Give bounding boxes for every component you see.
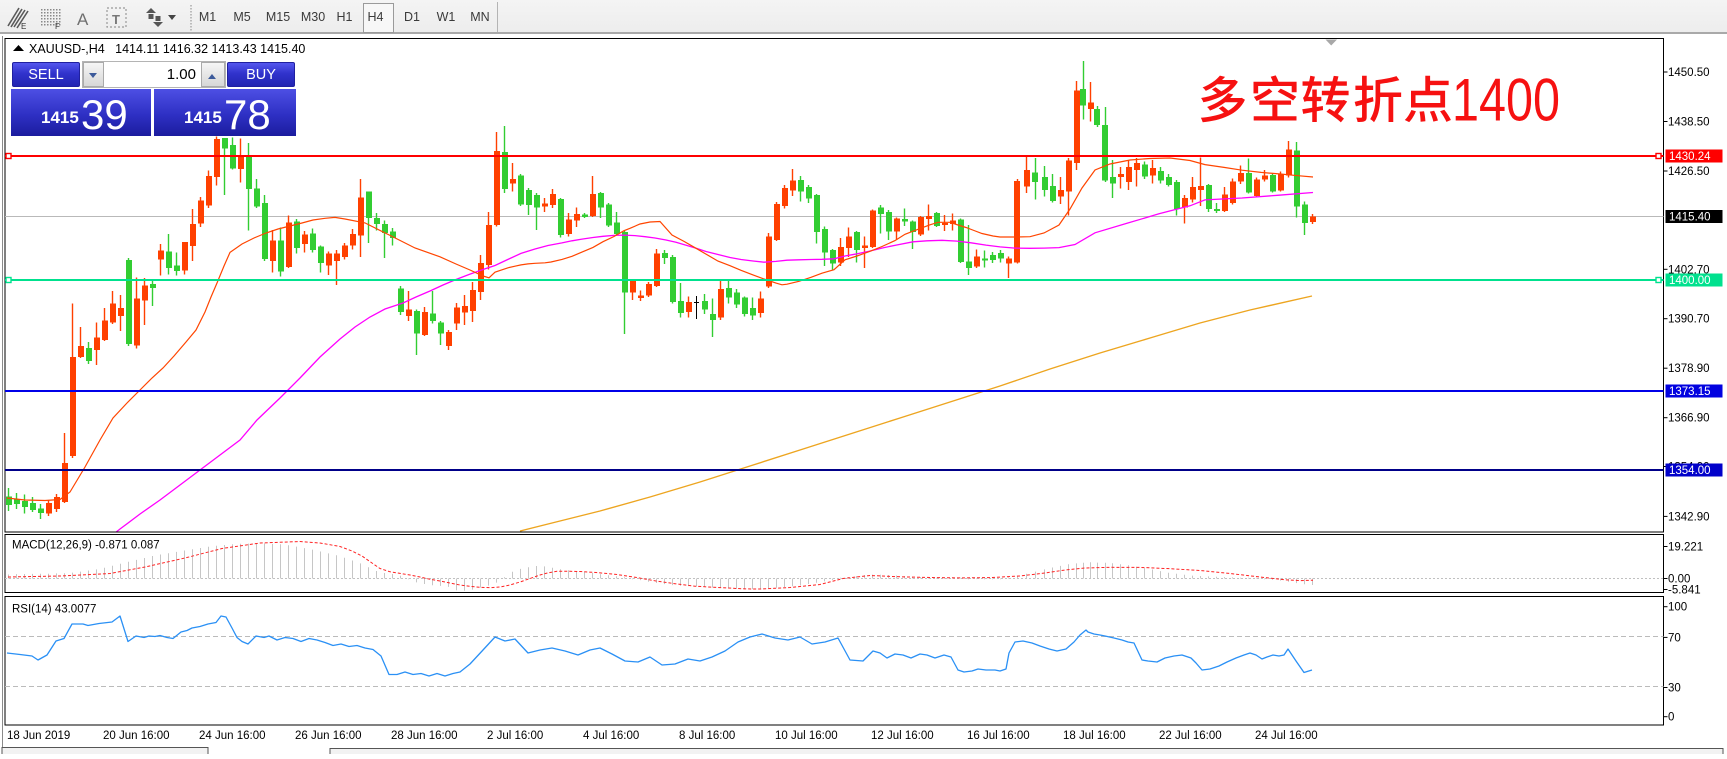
svg-text:1378.90: 1378.90 xyxy=(1668,363,1710,375)
svg-text:24 Jul 16:00: 24 Jul 16:00 xyxy=(1255,730,1318,742)
svg-text:RSI(14) 43.0077: RSI(14) 43.0077 xyxy=(12,604,96,616)
svg-text:12 Jul 16:00: 12 Jul 16:00 xyxy=(871,730,934,742)
svg-text:1430.24: 1430.24 xyxy=(1669,151,1711,163)
svg-text:8 Jul 16:00: 8 Jul 16:00 xyxy=(679,730,735,742)
svg-text:1426.50: 1426.50 xyxy=(1668,166,1710,178)
svg-text:-5.841: -5.841 xyxy=(1668,585,1701,597)
svg-text:1400: 1400 xyxy=(1452,67,1560,134)
svg-text:18 Jul 16:00: 18 Jul 16:00 xyxy=(1063,730,1126,742)
svg-text:1400.00: 1400.00 xyxy=(1669,275,1711,287)
svg-text:26 Jun 16:00: 26 Jun 16:00 xyxy=(295,730,362,742)
svg-text:16 Jul 16:00: 16 Jul 16:00 xyxy=(967,730,1030,742)
svg-text:1402.70: 1402.70 xyxy=(1668,264,1710,276)
svg-text:1415.40: 1415.40 xyxy=(1669,212,1711,224)
svg-text:1373.15: 1373.15 xyxy=(1669,386,1711,398)
svg-text:1450.50: 1450.50 xyxy=(1668,67,1710,79)
svg-text:E: E xyxy=(21,22,26,31)
svg-text:19.221: 19.221 xyxy=(1668,542,1703,554)
svg-text:30: 30 xyxy=(1668,683,1681,695)
svg-text:18 Jun 2019: 18 Jun 2019 xyxy=(7,730,70,742)
svg-text:2 Jul 16:00: 2 Jul 16:00 xyxy=(487,730,543,742)
svg-text:1438.50: 1438.50 xyxy=(1668,117,1710,129)
svg-text:100: 100 xyxy=(1668,602,1687,614)
svg-text:10 Jul 16:00: 10 Jul 16:00 xyxy=(775,730,838,742)
svg-text:70: 70 xyxy=(1668,632,1681,644)
svg-text:20 Jun 16:00: 20 Jun 16:00 xyxy=(103,730,170,742)
svg-text:24 Jun 16:00: 24 Jun 16:00 xyxy=(199,730,266,742)
svg-text:XAUUSD-,H4 1414.11 1416.32 1: XAUUSD-,H4 1414.11 1416.32 1413.43 1415.… xyxy=(29,42,305,56)
svg-text:A: A xyxy=(77,10,89,29)
svg-text:1354.00: 1354.00 xyxy=(1669,465,1711,477)
svg-text:0.00: 0.00 xyxy=(1668,574,1690,586)
svg-text:22 Jul 16:00: 22 Jul 16:00 xyxy=(1159,730,1222,742)
svg-text:28 Jun 16:00: 28 Jun 16:00 xyxy=(391,730,458,742)
svg-text:T: T xyxy=(112,12,120,27)
svg-text:1390.70: 1390.70 xyxy=(1668,314,1710,326)
svg-text:1366.90: 1366.90 xyxy=(1668,413,1710,425)
svg-text:0: 0 xyxy=(1668,712,1674,724)
svg-text:MACD(12,26,9) -0.871 0.087: MACD(12,26,9) -0.871 0.087 xyxy=(12,540,160,552)
svg-text:1342.90: 1342.90 xyxy=(1668,511,1710,523)
svg-text:4 Jul 16:00: 4 Jul 16:00 xyxy=(583,730,639,742)
svg-text:F: F xyxy=(55,22,60,31)
